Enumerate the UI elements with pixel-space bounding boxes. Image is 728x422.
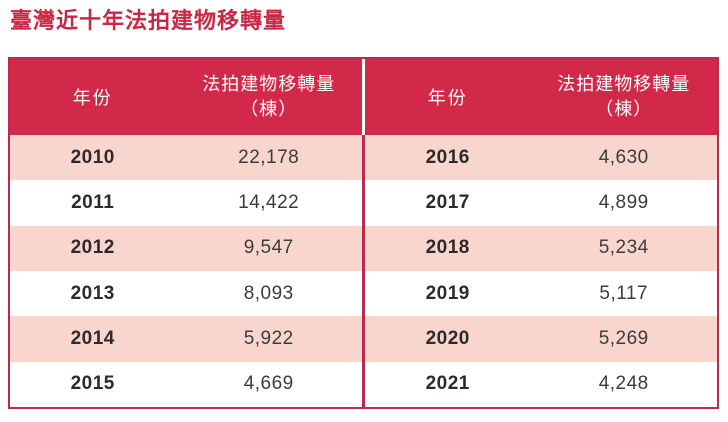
volume-column-header: 法拍建物移轉量 （棟） bbox=[175, 59, 362, 135]
table-right-header: 年份 法拍建物移轉量 （棟） bbox=[365, 59, 717, 135]
year-cell: 2018 bbox=[425, 237, 470, 259]
volume-cell: 9,547 bbox=[243, 237, 294, 259]
volume-header-line2: （棟） bbox=[595, 99, 653, 119]
volume-cell: 5,117 bbox=[599, 282, 649, 304]
year-cell: 2020 bbox=[425, 327, 470, 349]
year-cell: 2011 bbox=[71, 191, 115, 213]
year-cell: 2010 bbox=[70, 146, 115, 168]
table-row: 2014 5,922 bbox=[10, 316, 362, 362]
center-divider-header-segment bbox=[362, 59, 365, 135]
table-row: 2017 4,899 bbox=[365, 180, 717, 226]
year-cell: 2021 bbox=[425, 373, 470, 395]
table-row: 2011 14,422 bbox=[10, 180, 362, 226]
table-left-rows: 2010 22,178 2011 14,422 2012 9,547 2013 … bbox=[10, 135, 362, 407]
table-row: 2010 22,178 bbox=[10, 135, 362, 181]
table-right-rows: 2016 4,630 2017 4,899 2018 5,234 2019 5,… bbox=[365, 135, 717, 407]
volume-cell: 14,422 bbox=[238, 191, 300, 213]
table-row: 2019 5,117 bbox=[365, 270, 717, 317]
year-cell: 2012 bbox=[70, 237, 115, 259]
volume-cell: 4,669 bbox=[243, 373, 294, 395]
volume-cell: 4,630 bbox=[598, 146, 649, 168]
volume-cell: 5,922 bbox=[243, 327, 294, 349]
volume-header-line2: （棟） bbox=[240, 99, 298, 119]
volume-cell: 4,899 bbox=[598, 191, 649, 213]
table-row: 2018 5,234 bbox=[365, 225, 717, 271]
year-column-header: 年份 bbox=[72, 88, 113, 108]
table-left-header: 年份 法拍建物移轉量 （棟） bbox=[10, 59, 362, 135]
table-row: 2012 9,547 bbox=[10, 225, 362, 271]
table-row: 2016 4,630 bbox=[365, 135, 717, 181]
year-cell: 2017 bbox=[425, 191, 470, 213]
year-cell: 2014 bbox=[70, 327, 115, 349]
volume-column-header: 法拍建物移轉量 （棟） bbox=[530, 59, 717, 135]
table-row: 2015 4,669 bbox=[10, 361, 362, 407]
table-row: 2021 4,248 bbox=[365, 361, 717, 407]
year-cell: 2016 bbox=[425, 146, 470, 168]
volume-cell: 8,093 bbox=[243, 282, 294, 304]
table-row: 2013 8,093 bbox=[10, 270, 362, 317]
year-cell: 2013 bbox=[70, 282, 115, 304]
table-right-half: 年份 法拍建物移轉量 （棟） 2016 4,630 2017 4,899 201… bbox=[365, 59, 717, 407]
volume-cell: 5,234 bbox=[598, 237, 649, 259]
center-divider bbox=[362, 59, 365, 407]
volume-cell: 22,178 bbox=[238, 146, 300, 168]
volume-cell: 5,269 bbox=[598, 327, 649, 349]
year-cell: 2015 bbox=[70, 373, 115, 395]
year-cell: 2019 bbox=[425, 282, 470, 304]
page-title: 臺灣近十年法拍建物移轉量 bbox=[10, 8, 287, 33]
volume-cell: 4,248 bbox=[598, 373, 649, 395]
year-column-header: 年份 bbox=[427, 88, 468, 108]
page: 臺灣近十年法拍建物移轉量 年份 法拍建物移轉量 （棟） 2010 22,178 … bbox=[0, 0, 728, 409]
center-divider-body-segment bbox=[362, 135, 365, 407]
table-row: 2020 5,269 bbox=[365, 316, 717, 362]
volume-header-line1: 法拍建物移轉量 bbox=[202, 73, 336, 94]
foreclosure-table: 年份 法拍建物移轉量 （棟） 2010 22,178 2011 14,422 2… bbox=[8, 57, 719, 409]
table-left-half: 年份 法拍建物移轉量 （棟） 2010 22,178 2011 14,422 2… bbox=[10, 59, 362, 407]
volume-header-line1: 法拍建物移轉量 bbox=[557, 73, 691, 94]
